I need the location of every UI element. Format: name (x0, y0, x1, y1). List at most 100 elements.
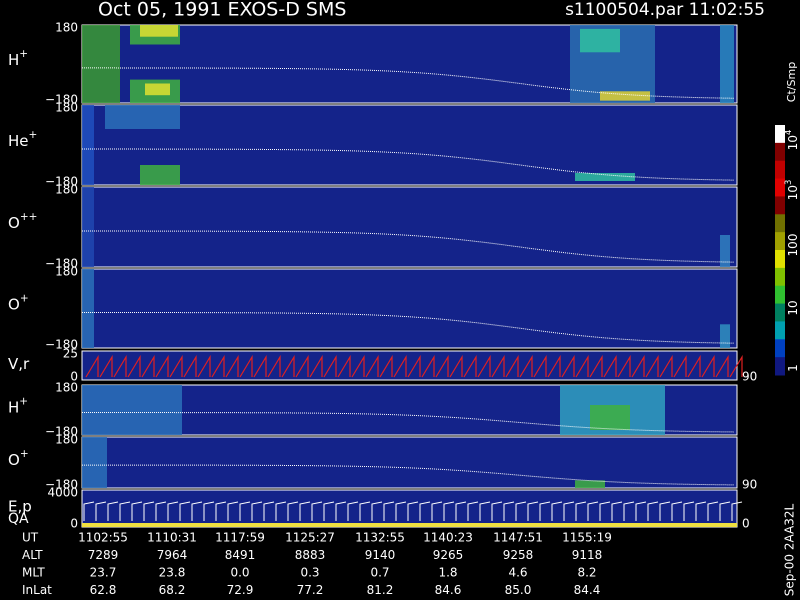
label-sup: ++ (20, 211, 38, 223)
tick-label: 25 (63, 347, 78, 361)
cell: 8491 (225, 548, 256, 562)
label: QA (8, 511, 29, 527)
label-base: 10 (786, 185, 800, 200)
cell: 1125:27 (285, 531, 335, 545)
cell: 72.9 (227, 583, 254, 597)
label-base: 100 (786, 234, 800, 257)
pitch-curve (81, 412, 735, 433)
cell: 9118 (572, 548, 603, 562)
cell: 81.2 (367, 583, 394, 597)
label-base: E,p (8, 497, 32, 515)
row-name: InLat (22, 583, 52, 597)
qa-bar (82, 523, 737, 527)
spectrum-patch (82, 105, 94, 185)
label-base: V,r (8, 355, 30, 373)
label-base: H (8, 398, 19, 416)
cell: 68.2 (159, 583, 186, 597)
label: O+ (8, 448, 29, 469)
cell: 1140:23 (423, 531, 473, 545)
cell: 0.3 (300, 566, 319, 580)
label: 103 (783, 180, 800, 201)
pitch-curve (81, 464, 735, 486)
label: 104 (783, 130, 800, 151)
cell: 85.0 (505, 583, 532, 597)
colorbar-cell (775, 250, 785, 269)
cell: 8883 (295, 548, 326, 562)
label-base: H (8, 51, 19, 69)
right-label: 90 (742, 478, 757, 492)
velocity-trace (85, 354, 743, 378)
tick-label: 180 (55, 381, 78, 395)
colorbar-cell (775, 232, 785, 251)
tick-label: −180 (45, 425, 78, 439)
spectrum-patch (575, 173, 635, 181)
label: He+ (8, 129, 37, 150)
label-sup: + (20, 293, 29, 305)
energy-trace (83, 501, 743, 521)
label-base: 10 (786, 300, 800, 315)
label: H+ (8, 396, 28, 417)
cell: 1155:19 (562, 531, 612, 545)
cell: 84.6 (435, 583, 462, 597)
spectrum-patch (580, 28, 620, 53)
colorbar-cell (775, 196, 785, 215)
file-name: s1100504.par 11:02:55 (565, 0, 765, 20)
label-base: 10 (786, 135, 800, 150)
row-name: ALT (22, 548, 43, 562)
cell: 23.8 (159, 566, 186, 580)
label-sup: + (20, 448, 29, 460)
cell: 0.0 (230, 566, 249, 580)
tick-label: 4000 (47, 486, 78, 500)
spectrum-patch (82, 437, 107, 488)
spectrum-patch (82, 269, 94, 348)
colorbar-cell (775, 214, 785, 233)
tick-label: −180 (45, 93, 78, 107)
spectrum-patch (720, 235, 730, 267)
colorbar-cell (775, 303, 785, 322)
spectrum-patch (590, 405, 630, 430)
title: Oct 05, 1991 EXOS-D SMS (98, 0, 346, 21)
tick-label: −180 (45, 478, 78, 492)
pitch-curve (81, 148, 735, 181)
cell: 23.7 (90, 566, 117, 580)
pitch-curve (81, 67, 735, 99)
colorbar-cell (775, 339, 785, 358)
colorbar-cell (775, 357, 785, 376)
cell: 1110:31 (147, 531, 197, 545)
label-sup: 4 (783, 130, 793, 135)
cell: 62.8 (90, 583, 117, 597)
cell: 1102:55 (78, 531, 128, 545)
tick-label: 0 (70, 517, 78, 531)
cell: 77.2 (297, 583, 324, 597)
cell: 9140 (365, 548, 396, 562)
label-sup: + (19, 396, 28, 408)
tick-label: 180 (55, 183, 78, 197)
spectrum-patch (140, 165, 180, 185)
spectrum-patch (140, 25, 178, 37)
label: E,p (8, 497, 32, 515)
right-label: 90 (742, 370, 757, 384)
footer: Sep-00 2AA32L (783, 504, 797, 597)
spectrum-patch (82, 25, 120, 103)
panel (81, 104, 738, 186)
label: 1 (786, 364, 800, 372)
panel (81, 489, 738, 528)
cell: 9258 (503, 548, 534, 562)
colorbar-cell (775, 285, 785, 305)
spectrum-patch (575, 480, 605, 488)
pitch-curve (81, 230, 735, 263)
label: 10 (786, 300, 800, 315)
tick-label: −180 (45, 175, 78, 189)
colorbar-cell (775, 321, 785, 340)
spectrum-patch (145, 83, 170, 96)
label-base: He (8, 132, 29, 150)
label-base: O (8, 450, 20, 468)
cell: 9265 (433, 548, 464, 562)
label: O+ (8, 293, 29, 314)
colorbar-cell (775, 160, 785, 180)
tick-label: 180 (55, 101, 78, 115)
right-label: 0 (742, 517, 750, 531)
label-base: 1 (786, 364, 800, 372)
panel (81, 436, 738, 489)
